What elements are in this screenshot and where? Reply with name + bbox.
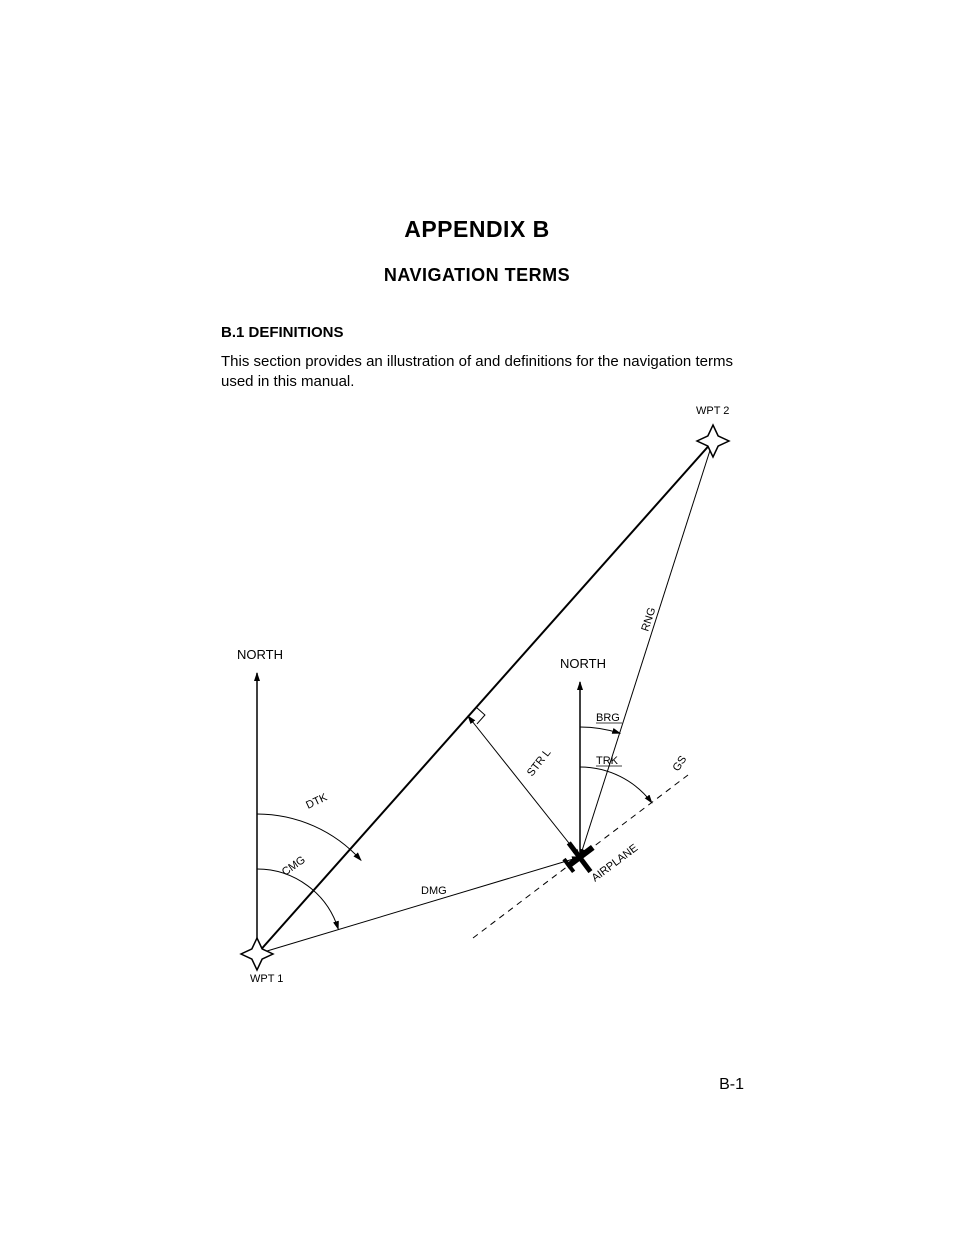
edge-dmg (257, 857, 580, 954)
body-text: This section provides an illustration of… (221, 352, 741, 393)
edge-label-gs: GS (671, 754, 690, 774)
airplane-label: AIRPLANE (590, 842, 641, 884)
arc-label-dtk: DTK (304, 791, 330, 811)
north1-label: NORTH (237, 647, 283, 662)
arc-trk (580, 767, 652, 803)
arc-cmg (257, 869, 338, 929)
page-subtitle: NAVIGATION TERMS (0, 265, 954, 286)
page: APPENDIX B NAVIGATION TERMS B.1 DEFINITI… (0, 0, 954, 1235)
edge-rng (580, 441, 713, 857)
arc-brg (580, 727, 620, 733)
arc-label-trk: TRK (596, 755, 619, 767)
navigation-diagram: DMGRNGSTR LGSDTKCMGBRGTRKWPT 1WPT 2NORTH… (208, 397, 740, 997)
arc-label-brg: BRG (596, 712, 620, 724)
edge-label-dmg: DMG (421, 885, 447, 897)
edge-course (257, 441, 713, 954)
north2-label: NORTH (560, 656, 606, 671)
wpt2-label: WPT 2 (696, 405, 729, 417)
wpt1-label: WPT 1 (250, 973, 283, 985)
right-angle-marker (476, 707, 485, 724)
edge-strl (468, 716, 580, 857)
section-heading: B.1 DEFINITIONS (221, 324, 344, 341)
appendix-title: APPENDIX B (0, 216, 954, 243)
page-number: B-1 (719, 1076, 744, 1094)
edge-label-strl: STR L (525, 747, 554, 779)
arc-label-cmg: CMG (280, 854, 308, 879)
